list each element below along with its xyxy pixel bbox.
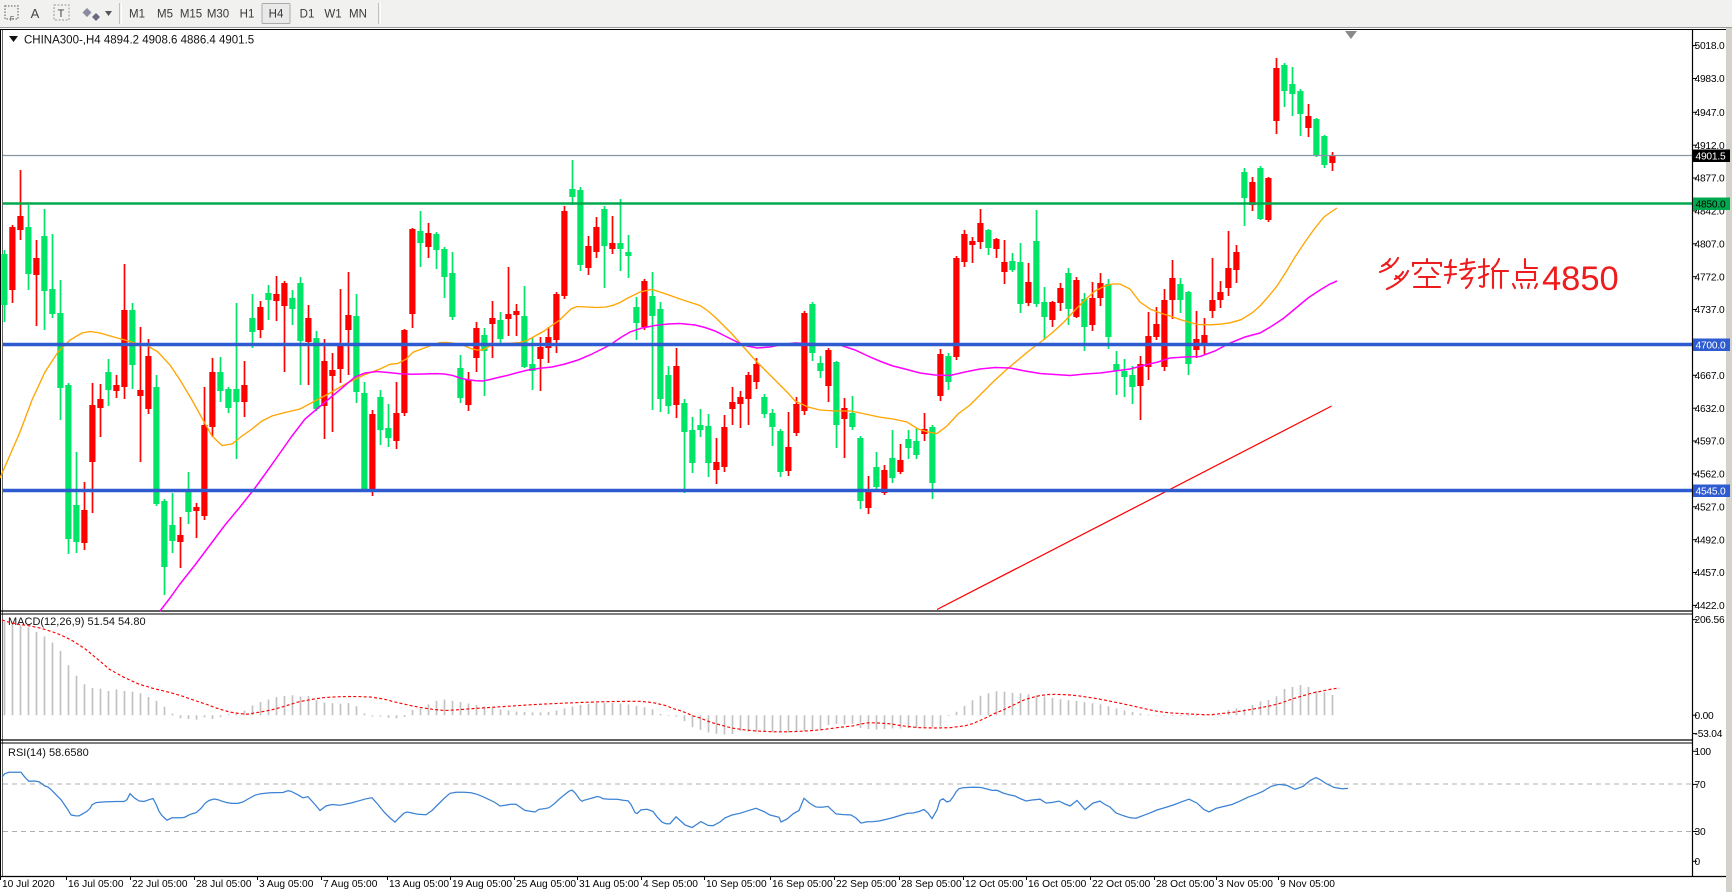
svg-text:M15: M15 xyxy=(180,9,202,21)
svg-text:W1: W1 xyxy=(324,9,341,21)
svg-text:CHINA300-,H4 4894.2 4908.6 48: CHINA300-,H4 4894.2 4908.6 4886.4 4901.5 xyxy=(24,35,254,47)
svg-text:16 Sep 05:00: 16 Sep 05:00 xyxy=(772,879,833,890)
svg-text:70: 70 xyxy=(1695,780,1706,791)
svg-text:-53.04: -53.04 xyxy=(1695,729,1723,740)
svg-text:9 Nov 05:00: 9 Nov 05:00 xyxy=(1280,879,1335,890)
svg-text:4667.0: 4667.0 xyxy=(1695,371,1725,382)
svg-text:4527.0: 4527.0 xyxy=(1695,502,1725,513)
svg-text:4737.0: 4737.0 xyxy=(1695,305,1725,316)
svg-text:4877.0: 4877.0 xyxy=(1695,174,1725,185)
svg-text:4947.0: 4947.0 xyxy=(1695,108,1725,119)
svg-text:M30: M30 xyxy=(207,9,229,21)
svg-text:D1: D1 xyxy=(300,9,315,21)
svg-text:16 Jul 05:00: 16 Jul 05:00 xyxy=(68,879,124,890)
svg-text:4492.0: 4492.0 xyxy=(1695,535,1725,546)
svg-text:3 Aug 05:00: 3 Aug 05:00 xyxy=(259,879,314,890)
svg-text:H4: H4 xyxy=(269,9,284,21)
svg-text:206.56: 206.56 xyxy=(1695,615,1725,626)
svg-text:31 Aug 05:00: 31 Aug 05:00 xyxy=(579,879,639,890)
svg-text:10 Sep 05:00: 10 Sep 05:00 xyxy=(706,879,767,890)
svg-text:28 Jul 05:00: 28 Jul 05:00 xyxy=(196,879,252,890)
svg-text:19 Aug 05:00: 19 Aug 05:00 xyxy=(452,879,512,890)
svg-text:10 Jul 2020: 10 Jul 2020 xyxy=(2,879,55,890)
svg-text:4545.0: 4545.0 xyxy=(1696,486,1726,497)
svg-text:RSI(14) 58.6580: RSI(14) 58.6580 xyxy=(8,747,89,759)
svg-text:30: 30 xyxy=(1695,827,1706,838)
svg-text:4912.0: 4912.0 xyxy=(1695,141,1725,152)
svg-text:22 Sep 05:00: 22 Sep 05:00 xyxy=(836,879,897,890)
svg-text:4850.0: 4850.0 xyxy=(1696,199,1726,210)
svg-text:F: F xyxy=(10,16,14,23)
svg-text:4983.0: 4983.0 xyxy=(1695,74,1725,85)
svg-text:100: 100 xyxy=(1695,747,1712,758)
svg-text:5018.0: 5018.0 xyxy=(1695,41,1725,52)
svg-text:16 Oct 05:00: 16 Oct 05:00 xyxy=(1028,879,1087,890)
svg-text:0.00: 0.00 xyxy=(1695,711,1715,722)
svg-text:M1: M1 xyxy=(129,9,145,21)
svg-text:M5: M5 xyxy=(157,9,173,21)
svg-text:H1: H1 xyxy=(240,9,255,21)
svg-text:4807.0: 4807.0 xyxy=(1695,239,1725,250)
svg-text:4457.0: 4457.0 xyxy=(1695,568,1725,579)
svg-text:22 Jul 05:00: 22 Jul 05:00 xyxy=(132,879,188,890)
svg-text:28 Oct 05:00: 28 Oct 05:00 xyxy=(1156,879,1215,890)
svg-text:4422.0: 4422.0 xyxy=(1695,601,1725,612)
svg-text:4700.0: 4700.0 xyxy=(1696,340,1726,351)
svg-text:7 Aug 05:00: 7 Aug 05:00 xyxy=(323,879,378,890)
svg-text:MACD(12,26,9) 51.54 54.80: MACD(12,26,9) 51.54 54.80 xyxy=(8,616,146,628)
svg-text:A: A xyxy=(31,6,40,21)
svg-text:28 Sep 05:00: 28 Sep 05:00 xyxy=(901,879,962,890)
svg-text:MN: MN xyxy=(349,9,367,21)
svg-text:12 Oct 05:00: 12 Oct 05:00 xyxy=(965,879,1024,890)
svg-text:13 Aug 05:00: 13 Aug 05:00 xyxy=(389,879,449,890)
svg-text:3 Nov 05:00: 3 Nov 05:00 xyxy=(1218,879,1273,890)
svg-text:4772.0: 4772.0 xyxy=(1695,272,1725,283)
svg-text:4901.5: 4901.5 xyxy=(1696,151,1726,162)
svg-text:4562.0: 4562.0 xyxy=(1695,470,1725,481)
svg-text:4850: 4850 xyxy=(1542,260,1619,298)
svg-text:4597.0: 4597.0 xyxy=(1695,437,1725,448)
svg-text:0: 0 xyxy=(1695,857,1701,868)
svg-text:25 Aug 05:00: 25 Aug 05:00 xyxy=(516,879,576,890)
svg-text:T: T xyxy=(58,8,65,20)
svg-text:4 Sep 05:00: 4 Sep 05:00 xyxy=(643,879,698,890)
svg-text:4632.0: 4632.0 xyxy=(1695,404,1725,415)
svg-text:22 Oct 05:00: 22 Oct 05:00 xyxy=(1092,879,1151,890)
svg-text:4842.0: 4842.0 xyxy=(1695,207,1725,218)
